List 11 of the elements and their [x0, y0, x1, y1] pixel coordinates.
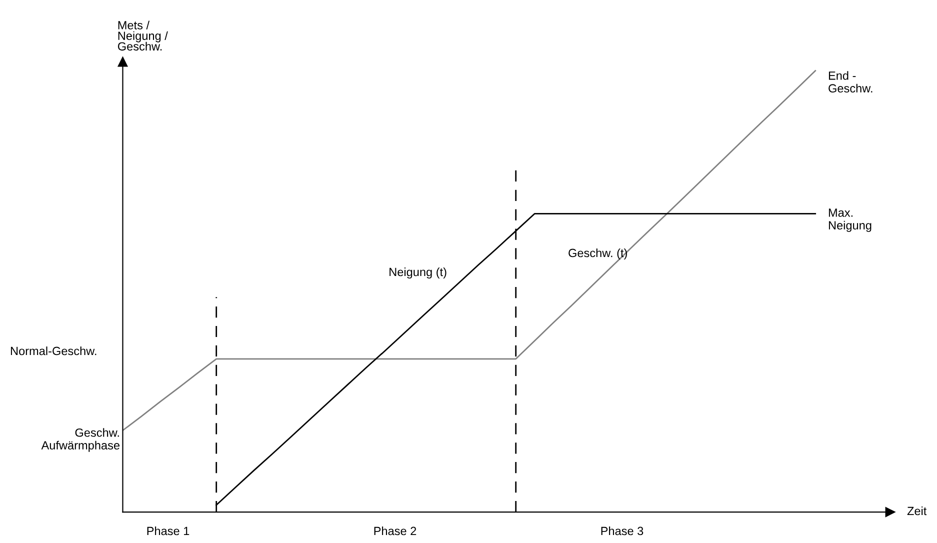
series-label: Geschw. (t): [568, 248, 627, 260]
text: Max. Neigung: [828, 208, 872, 232]
series-label: Neigung (t): [390, 267, 446, 279]
annotation: Geschw. Aufwärmphase: [41, 428, 120, 452]
text: Phase 3: [601, 526, 644, 536]
text: Zeit: [907, 506, 927, 516]
text: Normal-Geschw.: [10, 346, 96, 356]
text: Phase 2: [374, 526, 416, 536]
y-axis-title: Mets / Neigung / Geschw.: [118, 20, 168, 51]
text: Phase 1: [147, 526, 190, 536]
text: End - Geschw.: [828, 71, 872, 93]
